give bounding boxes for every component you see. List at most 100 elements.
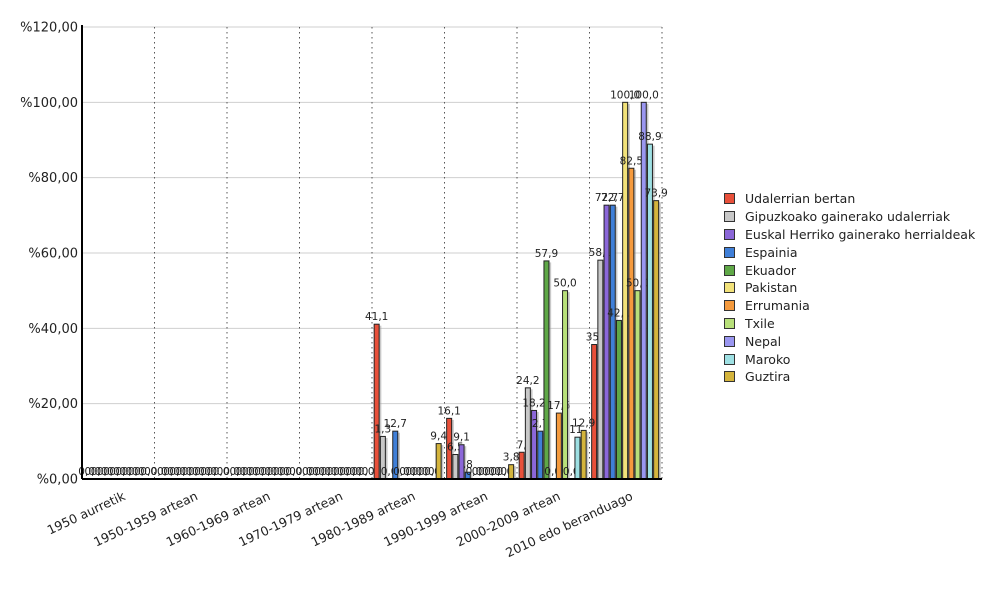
- legend-swatch: [724, 228, 735, 240]
- data-label: 0,0: [466, 466, 483, 478]
- x-tick-label: 2010 edo beranduago: [503, 488, 635, 560]
- legend-item: Maroko: [724, 350, 975, 368]
- data-label: 0,0: [254, 466, 271, 478]
- bar: [452, 454, 459, 480]
- legend-label: Nepal: [745, 333, 782, 349]
- bar: [591, 344, 598, 480]
- y-tick-label: %60,00: [28, 247, 78, 262]
- data-label: 24,2: [516, 375, 539, 387]
- data-label: 0,0: [213, 466, 230, 478]
- legend-item: Errumania: [724, 297, 975, 315]
- bar: [562, 290, 569, 480]
- legend-item: Gipuzkoako gainerako udalerriak: [724, 208, 975, 226]
- bar: [609, 204, 616, 480]
- bar: [640, 101, 647, 480]
- data-label: 50,0: [553, 278, 576, 290]
- data-label: 0,0: [321, 466, 338, 478]
- bar: [537, 430, 544, 480]
- bar: [634, 290, 641, 480]
- data-label: 0,0: [151, 466, 168, 478]
- data-label: 0,0: [405, 466, 422, 478]
- data-label: 0,0: [478, 466, 495, 478]
- data-label: 0,0: [285, 466, 302, 478]
- bar: [597, 259, 604, 480]
- data-label: 0,0: [194, 466, 211, 478]
- data-label: 0,0: [229, 466, 246, 478]
- data-label: 0,0: [399, 466, 416, 478]
- data-label: ,8: [463, 459, 473, 471]
- legend-label: Espainia: [745, 244, 798, 260]
- data-label: 0,0: [103, 466, 120, 478]
- legend-swatch: [724, 335, 735, 347]
- data-label: 0,0: [157, 466, 174, 478]
- data-label: 0,0: [279, 466, 296, 478]
- data-label: 0,0: [484, 466, 501, 478]
- legend-label: Pakistan: [745, 280, 798, 296]
- data-label: 0,0: [115, 466, 132, 478]
- data-label: 1,3: [374, 423, 391, 435]
- legend-swatch: [724, 282, 735, 294]
- data-label: 72,7: [595, 192, 618, 204]
- data-label: 0,0: [296, 466, 313, 478]
- data-label: 0,0: [273, 466, 290, 478]
- data-label: 0,0: [163, 466, 180, 478]
- bar: [653, 200, 660, 480]
- legend-label: Guztira: [745, 369, 791, 385]
- data-label: 0,0: [327, 466, 344, 478]
- data-label: 0,0: [242, 466, 259, 478]
- y-tick-label: %0,00: [37, 473, 78, 488]
- legend-label: Euskal Herriko gainerako herrialdeak: [745, 226, 976, 242]
- data-label: 0,0: [200, 466, 217, 478]
- data-label: 0,0: [236, 466, 253, 478]
- data-label: 0,0: [97, 466, 114, 478]
- legend-item: Txile: [724, 315, 975, 333]
- data-label: 9,1: [453, 432, 470, 444]
- data-label: 0,0: [84, 466, 101, 478]
- data-label: 0,0: [314, 466, 331, 478]
- y-tick-label: %40,00: [28, 322, 78, 337]
- bar: [555, 412, 562, 480]
- legend-swatch: [724, 264, 735, 276]
- data-label: 0,0: [490, 466, 507, 478]
- bar: [508, 464, 515, 480]
- y-tick-label: %80,00: [28, 171, 78, 186]
- y-tick-label: %120,00: [20, 21, 78, 36]
- data-label: 0,0: [248, 466, 265, 478]
- data-label: 0,0: [358, 466, 375, 478]
- legend-swatch: [724, 317, 735, 329]
- data-label: 41,1: [365, 311, 388, 323]
- data-label: 0,0: [128, 466, 145, 478]
- data-label: 57,9: [535, 248, 558, 260]
- legend-label: Maroko: [745, 351, 791, 367]
- data-label: 0,0: [169, 466, 186, 478]
- data-label: 0,0: [339, 466, 356, 478]
- data-label: 0,0: [207, 466, 224, 478]
- legend-label: Txile: [745, 315, 775, 331]
- data-label: 0,0: [308, 466, 325, 478]
- data-label: 0,0: [188, 466, 205, 478]
- data-label: 0,0: [122, 466, 139, 478]
- data-label: 0,0: [182, 466, 199, 478]
- y-tick-label: %20,00: [28, 397, 78, 412]
- legend-label: Ekuador: [745, 262, 797, 278]
- data-label: 0,0: [333, 466, 350, 478]
- data-label: 3,8: [503, 452, 520, 464]
- data-label: 0,0: [393, 466, 410, 478]
- legend-swatch: [724, 300, 735, 312]
- data-label: 0,0: [302, 466, 319, 478]
- bar: [543, 260, 550, 480]
- data-label: 12,7: [384, 418, 407, 430]
- bar: [628, 167, 635, 480]
- legend-item: Nepal: [724, 332, 975, 350]
- data-label: 18,2: [522, 397, 545, 409]
- data-label: 0,0: [176, 466, 193, 478]
- data-label: 12,9: [572, 417, 595, 429]
- legend-item: Euskal Herriko gainerako herrialdeak: [724, 226, 975, 244]
- data-label: 0,0: [472, 466, 489, 478]
- data-label: 0,0: [91, 466, 108, 478]
- legend-swatch: [724, 211, 735, 223]
- data-label: 7,: [517, 439, 527, 451]
- y-tick-label: %100,00: [20, 96, 78, 111]
